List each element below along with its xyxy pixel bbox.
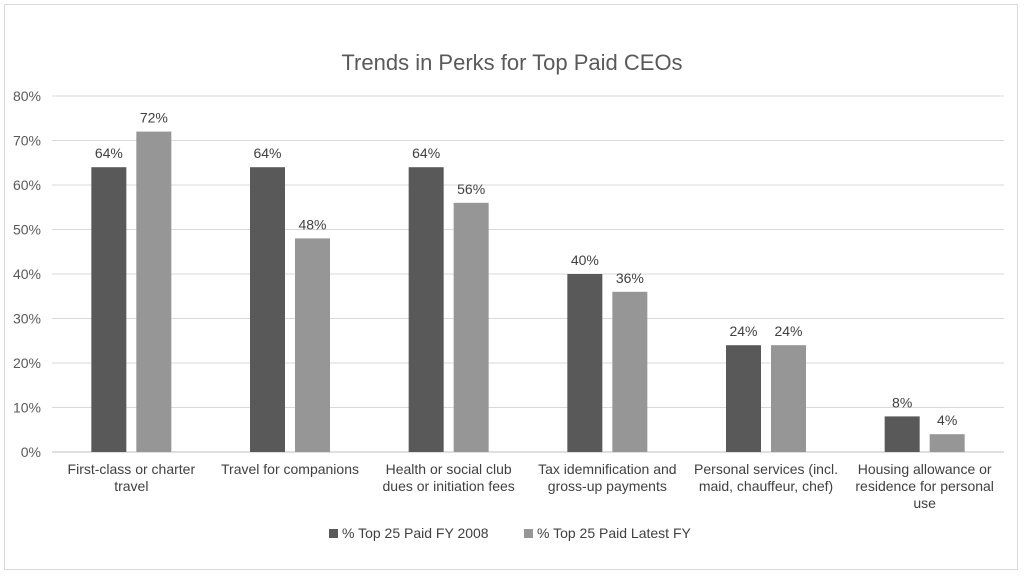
- legend-item: % Top 25 Paid FY 2008: [329, 525, 489, 541]
- x-tick-label: Travel for companions: [221, 461, 359, 477]
- y-tick-label: 80%: [13, 88, 41, 104]
- data-label: 8%: [892, 394, 912, 410]
- bar: [91, 167, 127, 452]
- bar: [250, 167, 285, 452]
- y-tick-label: 30%: [13, 311, 41, 327]
- data-labels: 64% 72% 64% 48% 64% 56% 40% 36% 24% 24% 8% 4%: [95, 110, 957, 429]
- y-tick-label: 40%: [13, 266, 41, 282]
- x-tick-label: Personal services (incl. maid, chauffeur,…: [694, 461, 838, 494]
- bars: [91, 131, 965, 452]
- legend-label: % Top 25 Paid Latest FY: [537, 525, 691, 541]
- gridlines: [52, 95, 1004, 453]
- bar: [612, 291, 648, 452]
- x-tick-label: First-class or charter travel: [68, 461, 196, 494]
- x-tick-label: Tax idemnification and gross-up payments: [538, 461, 677, 494]
- data-label: 24%: [774, 323, 802, 339]
- x-axis: First-class or charter travel Travel for c…: [68, 461, 994, 511]
- legend-swatch: [524, 529, 533, 538]
- chart-title: Trends in Perks for Top Paid CEOs: [341, 50, 682, 75]
- bar: [884, 416, 920, 452]
- y-tick-label: 70%: [13, 133, 41, 149]
- bar: [136, 131, 172, 452]
- legend-item: % Top 25 Paid Latest FY: [524, 525, 691, 541]
- bar: [295, 238, 330, 452]
- data-label: 36%: [616, 270, 644, 286]
- legend: % Top 25 Paid FY 2008 % Top 25 Paid Lates…: [329, 525, 691, 541]
- data-label: 40%: [571, 252, 599, 268]
- legend-swatch: [329, 529, 338, 538]
- bar: [771, 345, 806, 452]
- data-label: 64%: [412, 145, 440, 161]
- data-label: 64%: [95, 145, 123, 161]
- y-tick-label: 0%: [21, 444, 41, 460]
- bar: [929, 434, 965, 452]
- y-tick-label: 10%: [13, 400, 41, 416]
- x-tick-label: Housing allowance or residence for person…: [855, 461, 994, 511]
- y-axis: 0% 10% 20% 30% 40% 50% 60% 70% 80%: [13, 88, 41, 460]
- bar: [453, 202, 489, 452]
- data-label: 64%: [253, 145, 281, 161]
- data-label: 4%: [937, 412, 957, 428]
- y-tick-label: 60%: [13, 177, 41, 193]
- data-label: 48%: [298, 216, 326, 232]
- y-tick-label: 20%: [13, 355, 41, 371]
- data-label: 56%: [457, 181, 485, 197]
- data-label: 24%: [729, 323, 757, 339]
- data-label: 72%: [140, 110, 168, 126]
- bar: [408, 167, 444, 452]
- chart-frame: [4, 4, 1018, 570]
- legend-label: % Top 25 Paid FY 2008: [342, 525, 489, 541]
- x-tick-label: Health or social club dues or initiation …: [383, 461, 515, 494]
- y-tick-label: 50%: [13, 222, 41, 238]
- bar: [726, 345, 761, 452]
- bar: [567, 274, 603, 452]
